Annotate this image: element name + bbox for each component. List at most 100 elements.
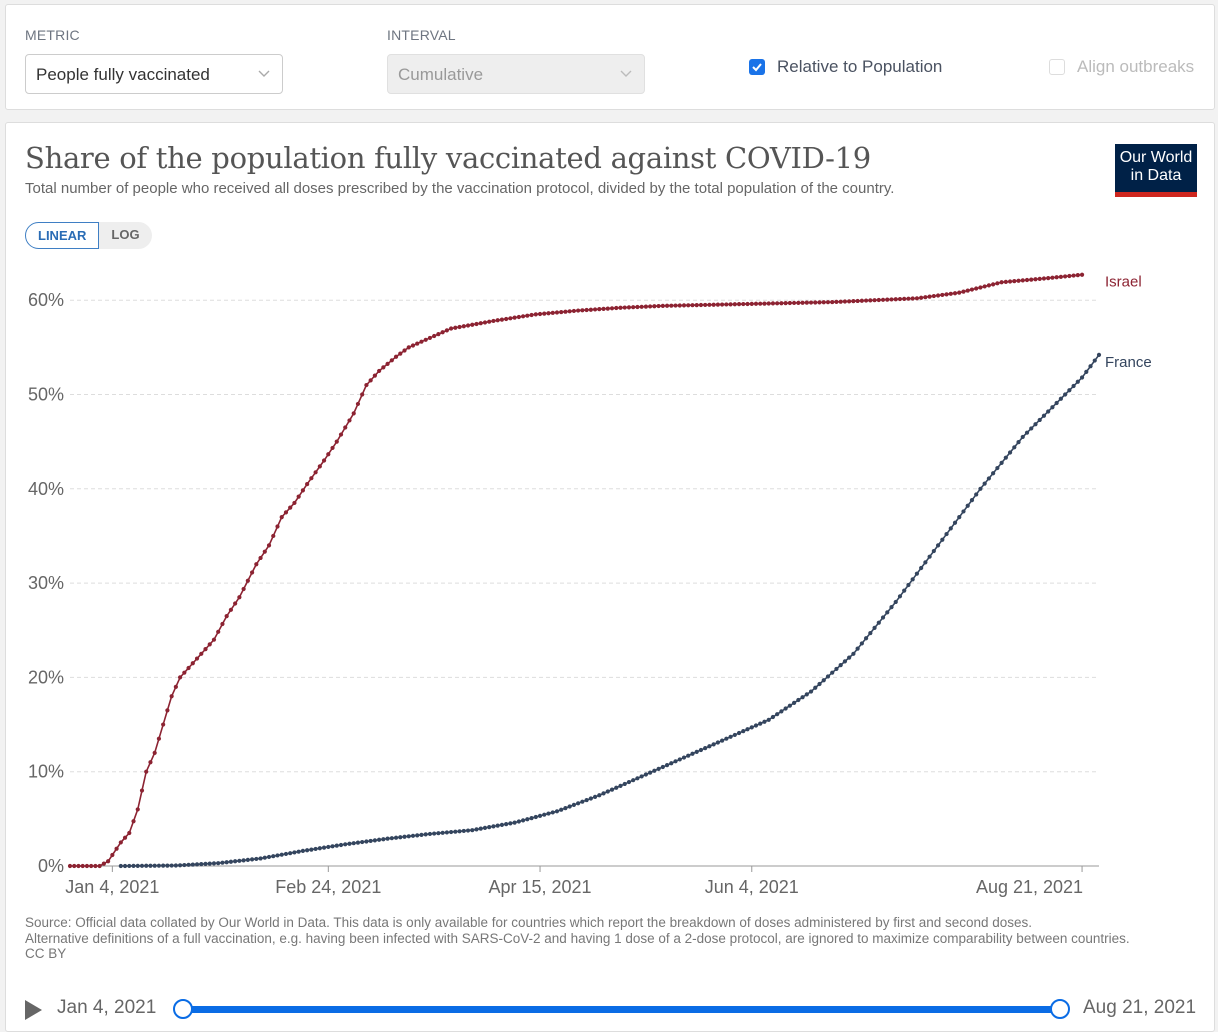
data-point-france xyxy=(432,831,437,836)
data-point-france xyxy=(283,851,289,857)
data-point-france xyxy=(135,863,140,868)
data-point-france xyxy=(580,799,585,804)
data-point-france xyxy=(584,797,589,803)
data-point-israel xyxy=(478,321,483,326)
data-point-israel xyxy=(338,432,344,437)
data-point-france xyxy=(749,725,754,730)
data-point-israel xyxy=(919,295,924,300)
data-point-france xyxy=(368,838,373,844)
data-point-israel xyxy=(576,308,581,313)
metric-select[interactable]: People fully vaccinated xyxy=(25,54,283,94)
data-point-israel xyxy=(241,586,246,592)
align-outbreaks-toggle[interactable]: Align outbreaks xyxy=(1049,57,1194,77)
data-point-france xyxy=(847,655,852,660)
data-point-israel xyxy=(631,305,636,310)
data-point-france xyxy=(199,862,204,867)
play-icon[interactable] xyxy=(25,1000,42,1020)
data-point-israel xyxy=(880,297,886,302)
y-tick-label: 10% xyxy=(28,762,64,782)
log-scale-button[interactable]: LOG xyxy=(99,222,152,249)
data-point-france xyxy=(542,812,547,817)
data-point-france xyxy=(415,833,420,838)
data-point-france xyxy=(681,755,687,760)
data-point-israel xyxy=(639,304,644,309)
source-line2: Alternative definitions of a full vaccin… xyxy=(25,930,1130,946)
relative-to-population-toggle[interactable]: Relative to Population xyxy=(749,57,942,77)
timeline-end-handle[interactable] xyxy=(1050,999,1070,1019)
data-point-israel xyxy=(389,358,394,363)
data-point-france xyxy=(194,862,200,867)
data-point-israel xyxy=(258,555,263,561)
data-point-france xyxy=(592,794,598,799)
data-point-france xyxy=(902,588,907,593)
data-point-france xyxy=(262,855,267,860)
data-point-france xyxy=(216,861,221,866)
chevron-down-icon xyxy=(620,70,632,77)
data-point-israel xyxy=(398,351,403,356)
y-tick-label: 0% xyxy=(38,856,64,876)
data-point-france xyxy=(504,822,509,827)
align-checkbox[interactable] xyxy=(1049,59,1065,75)
data-point-france xyxy=(427,831,433,837)
data-point-france xyxy=(152,863,157,868)
data-point-israel xyxy=(156,736,162,741)
relative-checkbox[interactable] xyxy=(749,59,765,75)
data-point-france xyxy=(224,860,229,865)
data-point-israel xyxy=(724,302,729,307)
data-point-israel xyxy=(893,297,898,302)
data-point-france xyxy=(775,712,780,717)
owid-logo[interactable]: Our World in Data xyxy=(1115,144,1197,197)
data-point-israel xyxy=(271,533,276,539)
linear-scale-button[interactable]: LINEAR xyxy=(25,222,100,249)
data-point-france xyxy=(1050,405,1055,410)
data-point-israel xyxy=(296,494,301,499)
data-point-france xyxy=(1037,417,1042,423)
data-point-israel xyxy=(808,300,814,305)
y-tick-label: 50% xyxy=(28,385,64,405)
data-point-france xyxy=(440,830,445,835)
data-point-israel xyxy=(233,601,238,606)
data-point-france xyxy=(601,791,606,796)
timeline-start-date: Jan 4, 2021 xyxy=(57,997,157,1018)
data-point-israel xyxy=(732,302,737,307)
data-point-israel xyxy=(203,647,208,652)
data-point-israel xyxy=(923,295,928,300)
data-point-france xyxy=(131,863,136,868)
data-point-israel xyxy=(872,298,877,303)
data-point-israel xyxy=(457,324,462,330)
timeline-end-date: Aug 21, 2021 xyxy=(1083,997,1197,1018)
data-point-france xyxy=(770,714,776,720)
data-point-israel xyxy=(779,301,784,306)
data-point-france xyxy=(1092,358,1097,363)
data-point-israel xyxy=(139,788,145,793)
data-point-israel xyxy=(228,607,234,612)
interval-select[interactable]: Cumulative xyxy=(387,54,645,94)
data-point-israel xyxy=(660,303,665,308)
chart-card: Share of the population fully vaccinated… xyxy=(5,122,1215,1032)
data-point-france xyxy=(863,636,869,641)
data-point-israel xyxy=(444,328,449,333)
data-point-france xyxy=(410,833,416,838)
data-point-israel xyxy=(449,326,454,331)
x-tick-label: Jun 4, 2021 xyxy=(705,877,799,897)
data-point-israel xyxy=(436,332,441,337)
data-point-france xyxy=(622,781,627,787)
timeline-start-handle[interactable] xyxy=(173,999,193,1019)
data-point-israel xyxy=(885,297,890,302)
data-point-france xyxy=(254,856,259,862)
data-point-israel xyxy=(377,368,382,374)
data-point-israel xyxy=(360,392,365,397)
data-point-israel xyxy=(580,308,585,313)
data-point-france xyxy=(677,757,682,762)
data-point-israel xyxy=(127,830,132,836)
data-point-israel xyxy=(567,309,572,314)
data-point-france xyxy=(923,560,928,565)
data-point-france xyxy=(618,783,623,788)
data-point-france xyxy=(330,844,335,849)
data-point-israel xyxy=(626,305,632,310)
timeline-track[interactable] xyxy=(183,1006,1063,1013)
data-point-israel xyxy=(605,306,610,311)
data-point-israel xyxy=(762,301,767,306)
series-group xyxy=(67,272,1102,869)
data-point-france xyxy=(639,774,644,779)
